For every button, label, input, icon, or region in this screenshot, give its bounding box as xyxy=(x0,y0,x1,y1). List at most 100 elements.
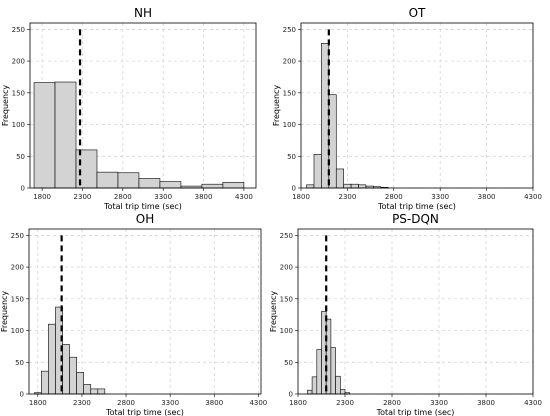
histogram-bar xyxy=(321,311,327,395)
plot-frame xyxy=(300,22,534,189)
x-tick-label: 4300 xyxy=(524,399,542,407)
y-axis-label: Frequency xyxy=(269,291,278,333)
y-tick-label: 150 xyxy=(12,89,25,97)
histogram-bar xyxy=(41,370,49,395)
y-tick-label: 100 xyxy=(283,121,296,129)
histogram-bar xyxy=(311,376,318,395)
chart-panel-nh: 1800 2300 2800 3300 3800 4300 0 50 100 150 200 250 N… xyxy=(1,6,257,211)
y-tick-label: 100 xyxy=(280,327,293,335)
x-tick-label: 4300 xyxy=(524,193,542,201)
plot-frame xyxy=(297,228,534,395)
x-tick-label: 2800 xyxy=(117,399,135,407)
histogram-bar xyxy=(159,181,182,189)
x-tick-label: 3800 xyxy=(195,193,213,201)
histogram-bar xyxy=(69,356,77,395)
y-tick-label: 200 xyxy=(11,264,24,272)
histogram-bar xyxy=(76,372,84,395)
x-axis-label: Total trip time (sec) xyxy=(376,408,455,416)
x-tick-label: 2800 xyxy=(385,193,403,201)
chart-title: OT xyxy=(409,6,426,20)
histogram-bar xyxy=(62,344,70,395)
y-tick-label: 250 xyxy=(12,26,25,34)
chart-title: NH xyxy=(134,6,152,20)
histogram-bar xyxy=(117,172,140,189)
y-tick-label: 250 xyxy=(280,232,293,240)
y-tick-label: 50 xyxy=(284,359,293,367)
chart-title: PS-DQN xyxy=(392,212,439,226)
x-tick-label: 2300 xyxy=(74,193,92,201)
y-axis-label: Frequency xyxy=(272,85,281,127)
y-tick-label: 0 xyxy=(289,391,293,399)
y-tick-label: 250 xyxy=(283,26,296,34)
histogram-bar xyxy=(330,347,336,395)
x-tick-label: 4300 xyxy=(249,399,267,407)
histogram-bar xyxy=(90,388,99,395)
histogram-bar xyxy=(335,375,341,395)
x-tick-label: 3800 xyxy=(205,399,223,407)
x-tick-label: 1800 xyxy=(289,399,307,407)
chart-panel-ps-dqn: 1800 2300 2800 3300 3800 4300 0 50 100 150 200 250 P… xyxy=(269,212,542,416)
x-axis-label: Total trip time (sec) xyxy=(377,202,456,211)
y-tick-label: 0 xyxy=(292,185,296,193)
y-tick-label: 200 xyxy=(283,58,296,66)
x-tick-label: 3300 xyxy=(431,193,449,201)
y-tick-label: 50 xyxy=(15,359,24,367)
y-tick-label: 0 xyxy=(21,185,25,193)
histogram-bar xyxy=(138,178,161,189)
histogram-bar xyxy=(321,43,330,189)
y-tick-label: 100 xyxy=(12,121,25,129)
x-tick-label: 2300 xyxy=(336,399,354,407)
histogram-bar xyxy=(306,184,315,189)
histogram-bar xyxy=(54,81,77,189)
histogram-bar xyxy=(222,181,245,189)
y-tick-label: 150 xyxy=(280,295,293,303)
histogram-bar xyxy=(350,183,359,189)
x-tick-label: 2300 xyxy=(73,399,91,407)
x-tick-label: 2300 xyxy=(338,193,356,201)
chart-panel-oh: 1800 2300 2800 3300 3800 4300 0 50 100 150 200 250 O… xyxy=(0,212,267,416)
plot-frame xyxy=(29,22,257,189)
histogram-bar xyxy=(307,389,313,395)
x-tick-label: 3300 xyxy=(161,399,179,407)
histogram-bar xyxy=(339,389,346,395)
y-tick-label: 200 xyxy=(12,58,25,66)
x-axis-label: Total trip time (sec) xyxy=(103,202,182,211)
y-tick-label: 50 xyxy=(16,153,25,161)
histogram-bar xyxy=(316,349,322,395)
histogram-bar xyxy=(343,183,352,189)
x-axis-label: Total trip time (sec) xyxy=(105,408,184,416)
x-tick-label: 1800 xyxy=(33,193,51,201)
histogram-bar xyxy=(313,154,322,189)
histogram-bar xyxy=(358,184,367,189)
histogram-bar xyxy=(33,82,56,189)
x-tick-label: 1800 xyxy=(292,193,310,201)
x-tick-label: 4300 xyxy=(235,193,253,201)
x-tick-label: 3300 xyxy=(430,399,448,407)
histogram-bar xyxy=(335,168,344,189)
histogram-bar xyxy=(83,384,92,395)
plot-frame xyxy=(28,228,262,395)
histogram-bar xyxy=(97,388,106,395)
y-tick-label: 200 xyxy=(280,264,293,272)
x-tick-label: 2800 xyxy=(383,399,401,407)
histogram-bar xyxy=(328,94,337,189)
y-axis-label: Frequency xyxy=(1,85,10,127)
chart-panel-ot: 1800 2300 2800 3300 3800 4300 0 50 100 150 200 250 O… xyxy=(272,6,542,211)
y-axis-label: Frequency xyxy=(0,291,9,333)
x-tick-label: 2800 xyxy=(114,193,132,201)
y-tick-label: 50 xyxy=(287,153,296,161)
histogram-bar xyxy=(96,171,119,189)
x-tick-label: 3300 xyxy=(154,193,172,201)
x-tick-label: 3800 xyxy=(477,399,495,407)
x-tick-label: 3800 xyxy=(478,193,496,201)
y-tick-label: 150 xyxy=(283,89,296,97)
histogram-bar xyxy=(201,183,224,189)
y-tick-label: 0 xyxy=(20,391,24,399)
x-tick-label: 1800 xyxy=(29,399,47,407)
y-tick-label: 250 xyxy=(11,232,24,240)
y-tick-label: 150 xyxy=(11,295,24,303)
chart-title: OH xyxy=(136,212,154,226)
y-tick-label: 100 xyxy=(11,327,24,335)
histogram-bar xyxy=(48,323,56,395)
